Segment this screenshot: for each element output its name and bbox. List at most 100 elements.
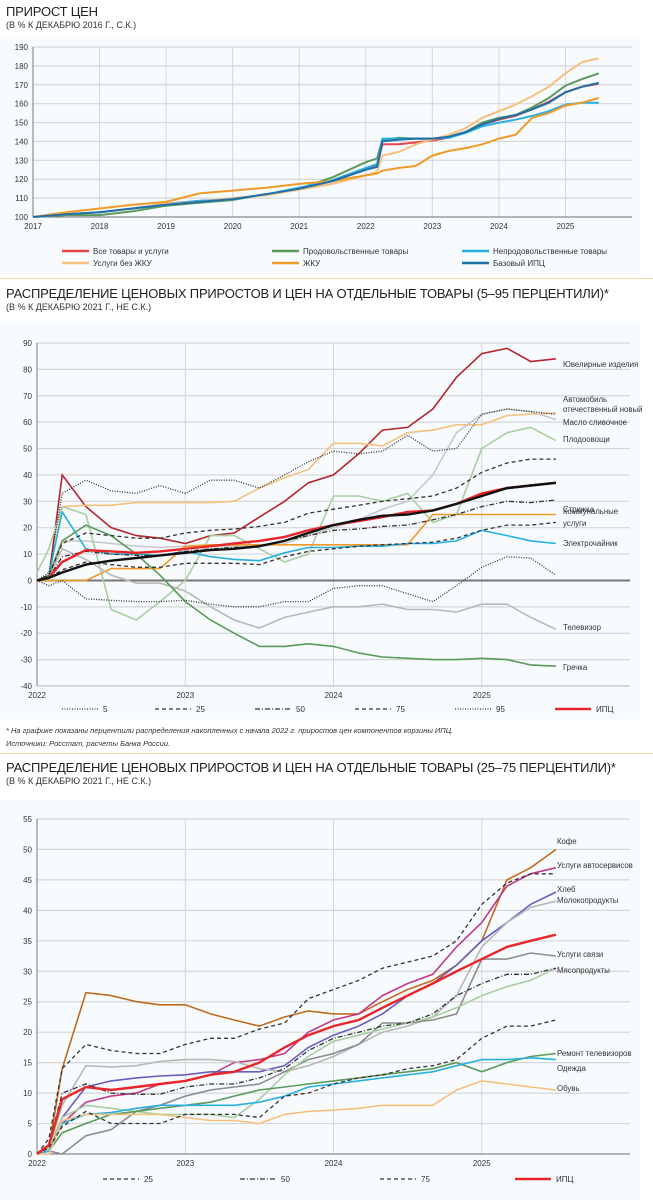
chart1-panel bbox=[0, 37, 640, 274]
x-tick-label: 2017 bbox=[24, 222, 42, 231]
series-line-Электрочайник bbox=[36, 509, 556, 582]
y-tick-label: 15 bbox=[23, 1059, 32, 1068]
y-tick-label: 150 bbox=[15, 119, 29, 128]
legend-label: Услуги без ЖКУ bbox=[93, 259, 153, 268]
series-label: Молокопродукты bbox=[557, 896, 619, 905]
y-tick-label: 130 bbox=[15, 156, 29, 165]
x-tick-label: 2021 bbox=[290, 222, 308, 231]
series-line-Одежда bbox=[36, 1056, 556, 1155]
series-label: Плодоовощи bbox=[563, 435, 610, 444]
y-tick-label: 60 bbox=[23, 418, 32, 427]
y-tick-label: 80 bbox=[23, 365, 32, 374]
series-line-Плодоовощи bbox=[36, 426, 557, 621]
series-label: Стрижка bbox=[563, 505, 595, 514]
chart3-title: РАСПРЕДЕЛЕНИЕ ЦЕНОВЫХ ПРИРОСТОВ И ЦЕН НА… bbox=[6, 760, 616, 775]
y-tick-label: 40 bbox=[23, 906, 32, 915]
series-line-Услуги автосервисов bbox=[36, 866, 557, 1155]
series-label: Автомобиль bbox=[563, 395, 607, 404]
x-tick-label: 2022 bbox=[357, 222, 375, 231]
legend-label: 50 bbox=[281, 1175, 290, 1184]
series-line-Ремонт телевизоров bbox=[36, 1052, 556, 1155]
series-label: отечественный новый bbox=[563, 405, 642, 414]
y-tick-label: 50 bbox=[23, 845, 32, 854]
series-line-Мясопродукты bbox=[36, 967, 557, 1155]
series-line-ЖКУ bbox=[32, 97, 599, 218]
x-tick-label: 2024 bbox=[325, 691, 343, 700]
y-tick-label: 5 bbox=[28, 1120, 33, 1129]
chart2-panel bbox=[0, 323, 640, 719]
series-label: Коммунальные bbox=[563, 507, 618, 516]
y-tick-label: 100 bbox=[15, 213, 29, 222]
legend-label: 5 bbox=[103, 705, 108, 714]
x-tick-label: 2020 bbox=[224, 222, 242, 231]
y-tick-label: 55 bbox=[23, 815, 32, 824]
percentile-line-75 bbox=[36, 873, 556, 1155]
y-tick-label: 0 bbox=[28, 576, 33, 585]
x-tick-label: 2018 bbox=[91, 222, 109, 231]
y-tick-label: 110 bbox=[15, 194, 28, 203]
footnote: * На графике показаны перцентили распред… bbox=[6, 726, 454, 735]
series-label: Обувь bbox=[557, 1084, 579, 1093]
legend-label: 75 bbox=[396, 705, 405, 714]
y-tick-label: 20 bbox=[23, 1028, 32, 1037]
chart2-title: РАСПРЕДЕЛЕНИЕ ЦЕНОВЫХ ПРИРОСТОВ И ЦЕН НА… bbox=[6, 286, 609, 301]
series-line-Обувь bbox=[37, 1080, 556, 1155]
legend-label: 50 bbox=[296, 705, 305, 714]
chart3-subtitle: (В % К ДЕКАБРЮ 2021 Г., НЕ С.К.) bbox=[6, 776, 152, 786]
y-tick-label: 0 bbox=[28, 1150, 33, 1159]
y-tick-label: 20 bbox=[23, 524, 32, 533]
legend-label: 95 bbox=[496, 705, 505, 714]
legend-label: 25 bbox=[196, 705, 205, 714]
percentile-line-95 bbox=[36, 408, 556, 582]
series-label: услуги bbox=[563, 519, 586, 528]
series-line-Гречка bbox=[36, 524, 556, 667]
series-label: Хлеб bbox=[557, 885, 576, 894]
x-tick-label: 2025 bbox=[473, 1159, 491, 1168]
chart1-svg: 100 110 120 130 140 150 160 170 180 190 2017 2018 20… bbox=[15, 43, 632, 268]
y-tick-label: 180 bbox=[15, 62, 29, 71]
series-label: Услуги автосервисов bbox=[557, 861, 633, 870]
series-line-Стрижка bbox=[36, 481, 557, 582]
series-label: Телевизор bbox=[563, 623, 602, 632]
series-line-Коммунальные услуги bbox=[37, 513, 556, 582]
legend-label: Все товары и услуги bbox=[93, 247, 169, 256]
legend-label: ИПЦ bbox=[556, 1175, 574, 1184]
chart1-subtitle: (В % К ДЕКАБРЮ 2016 Г., С.К.) bbox=[6, 20, 137, 30]
y-tick-label: 10 bbox=[23, 550, 32, 559]
legend-label: Продовольственные товары bbox=[303, 247, 408, 256]
chart2-subtitle: (В % К ДЕКАБРЮ 2021 Г., НЕ С.К.) bbox=[6, 302, 152, 312]
divider bbox=[0, 278, 653, 279]
y-tick-label: 90 bbox=[23, 339, 32, 348]
series-line-Услуги связи bbox=[36, 952, 556, 1155]
series-line-Масло сливочное bbox=[36, 408, 557, 582]
x-tick-label: 2019 bbox=[157, 222, 175, 231]
x-tick-label: 2024 bbox=[490, 222, 508, 231]
percentile-line-25 bbox=[36, 1019, 557, 1155]
series-label: Одежда bbox=[557, 1064, 586, 1073]
series-line-Услуги без ЖКУ bbox=[32, 57, 599, 218]
y-tick-label: -10 bbox=[20, 603, 32, 612]
legend-label: ЖКУ bbox=[303, 259, 321, 268]
x-tick-label: 2023 bbox=[176, 1159, 194, 1168]
series-label: Ювелирные изделия bbox=[563, 360, 638, 369]
legend-label: Непродовольственные товары bbox=[493, 247, 607, 256]
x-tick-label: 2023 bbox=[423, 222, 441, 231]
series-line-Молокопродукты bbox=[36, 900, 557, 1155]
x-tick-label: 2023 bbox=[176, 691, 194, 700]
series-line-Продовольственные товары bbox=[32, 72, 600, 218]
y-tick-label: 70 bbox=[23, 392, 32, 401]
series-line-ИПЦ bbox=[36, 933, 557, 1155]
series-line-Автомобиль отечественный новый bbox=[36, 412, 556, 582]
y-tick-label: -30 bbox=[20, 656, 32, 665]
series-label: Мясопродукты bbox=[557, 966, 610, 975]
x-tick-label: 2022 bbox=[28, 1159, 46, 1168]
y-tick-label: 30 bbox=[23, 967, 32, 976]
legend-label: 75 bbox=[421, 1175, 430, 1184]
y-tick-label: 140 bbox=[15, 137, 29, 146]
x-tick-label: 2022 bbox=[28, 691, 46, 700]
y-tick-label: 35 bbox=[23, 937, 32, 946]
series-label: Услуги связи bbox=[557, 950, 603, 959]
legend-label: Базовый ИПЦ bbox=[493, 259, 545, 268]
